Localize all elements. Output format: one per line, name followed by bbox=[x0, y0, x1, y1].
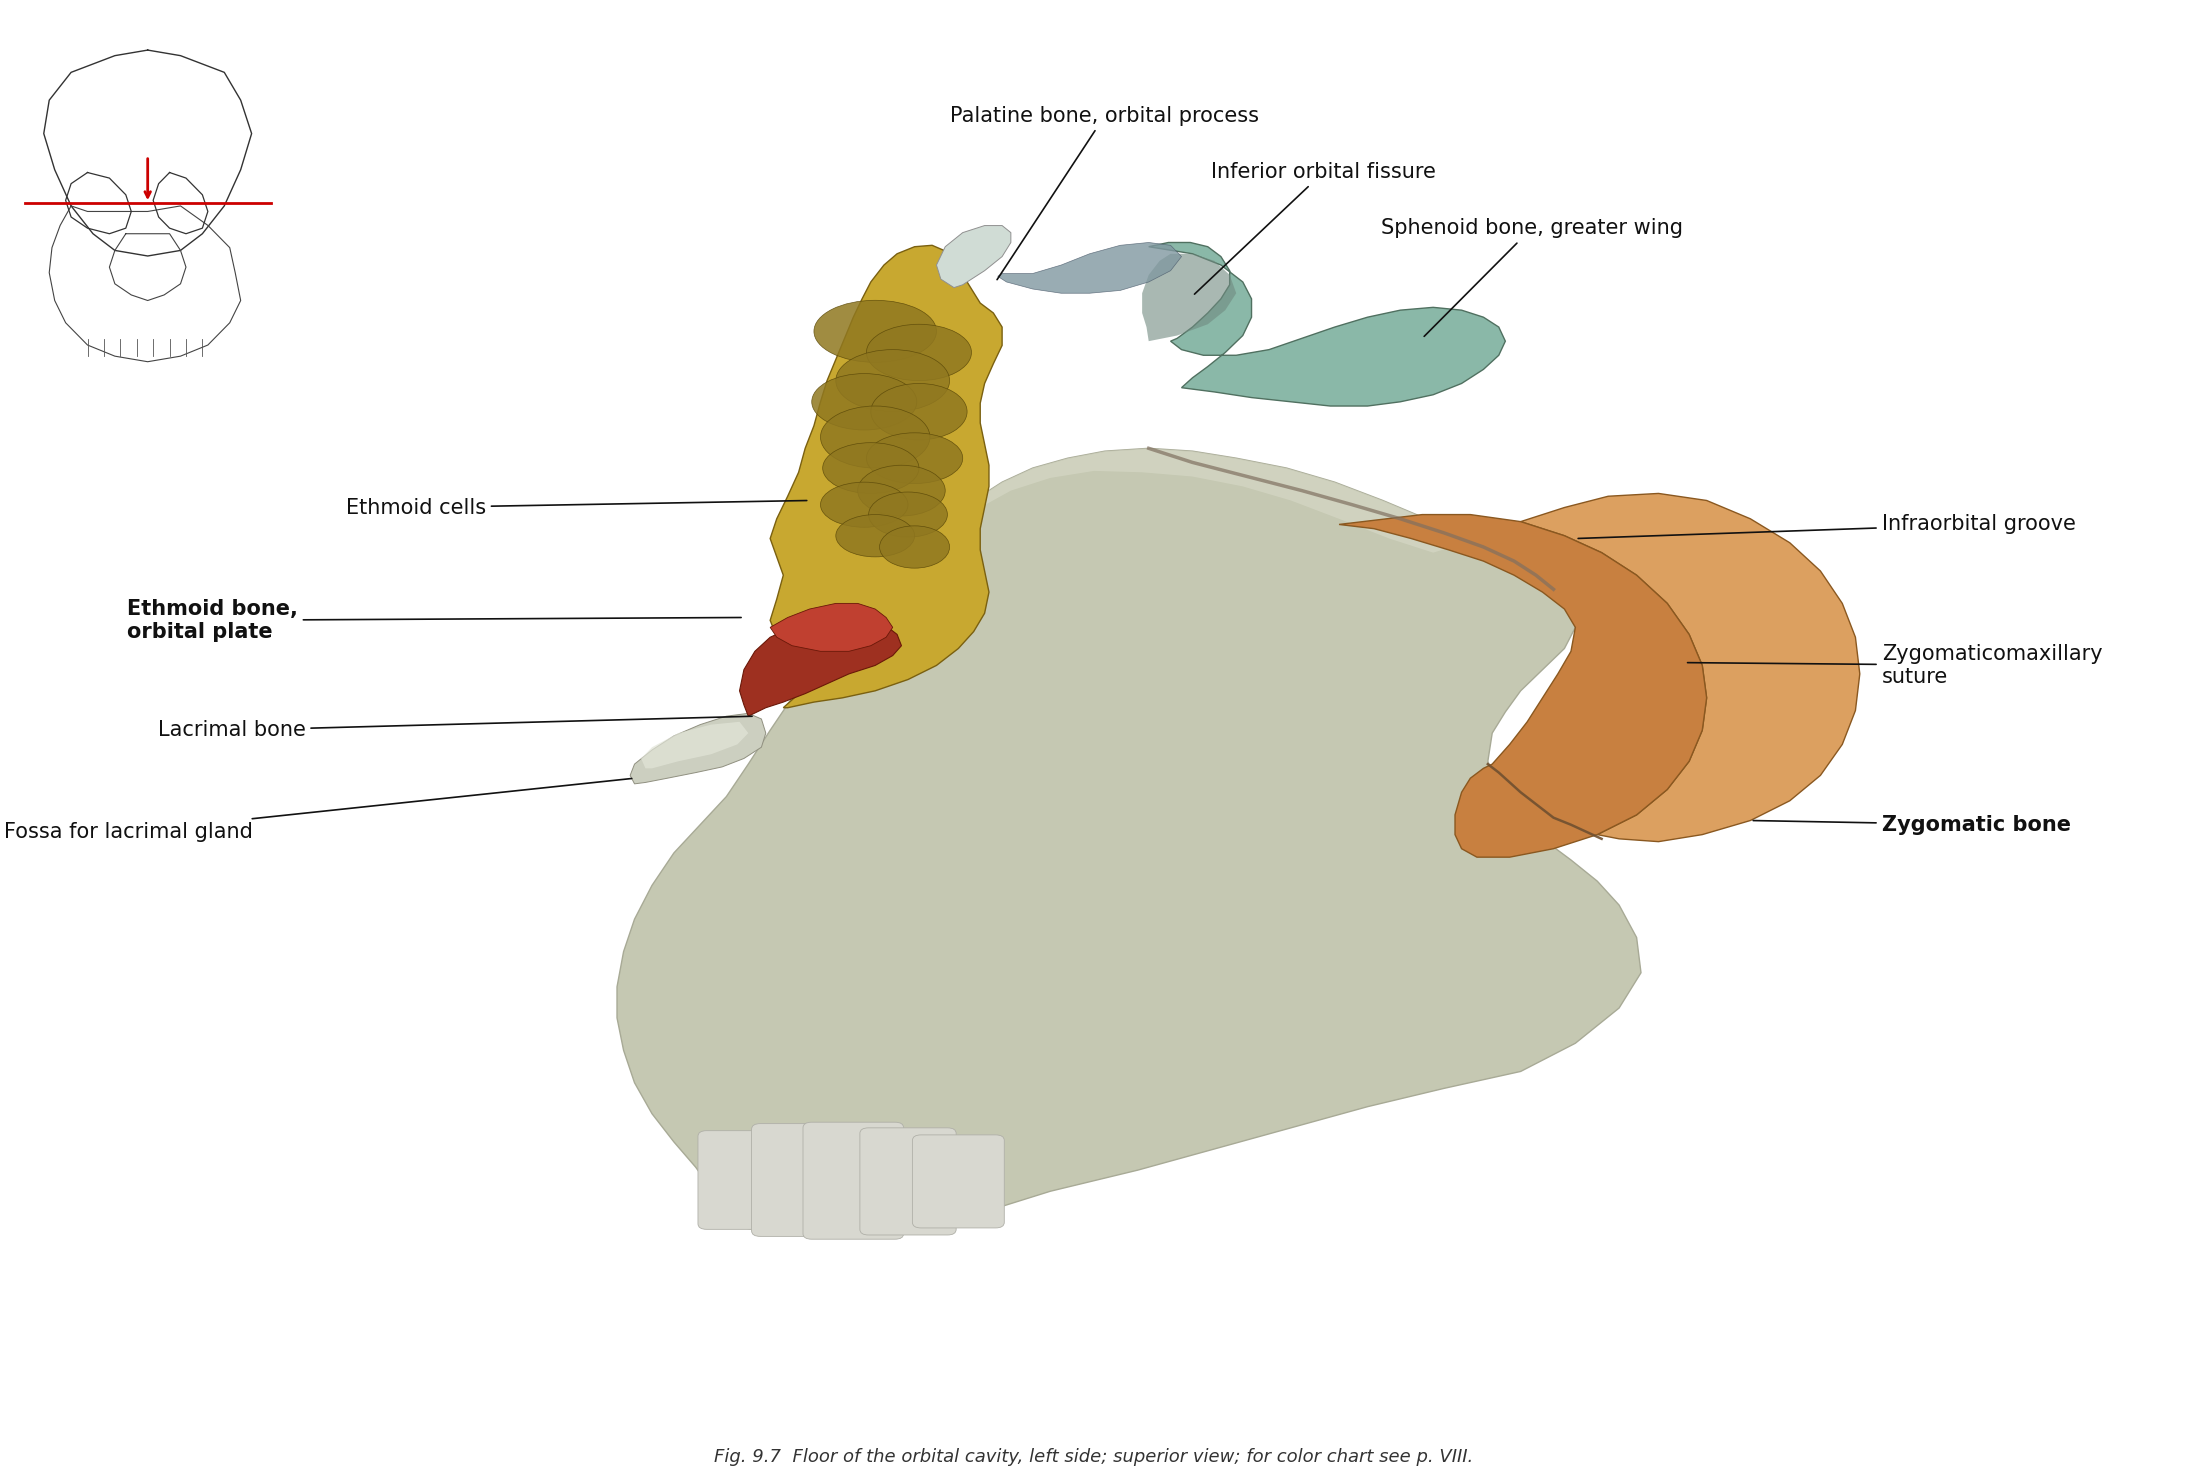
Text: Palatine bone, orbital process: Palatine bone, orbital process bbox=[950, 105, 1260, 279]
Ellipse shape bbox=[814, 300, 936, 362]
Text: Ethmoid bone,
orbital plate: Ethmoid bone, orbital plate bbox=[127, 598, 742, 643]
Text: Lacrimal bone: Lacrimal bone bbox=[158, 717, 753, 741]
Polygon shape bbox=[1521, 493, 1860, 841]
Ellipse shape bbox=[869, 493, 947, 537]
Ellipse shape bbox=[866, 433, 963, 484]
Text: Inferior orbital fissure: Inferior orbital fissure bbox=[1195, 162, 1435, 294]
Polygon shape bbox=[1339, 515, 1707, 858]
FancyBboxPatch shape bbox=[860, 1128, 956, 1235]
FancyBboxPatch shape bbox=[803, 1122, 904, 1239]
Text: Fossa for lacrimal gland: Fossa for lacrimal gland bbox=[4, 779, 632, 841]
Ellipse shape bbox=[866, 325, 971, 380]
Polygon shape bbox=[641, 721, 748, 769]
Ellipse shape bbox=[812, 374, 917, 430]
Ellipse shape bbox=[858, 464, 945, 516]
Text: Sphenoid bone, greater wing: Sphenoid bone, greater wing bbox=[1381, 218, 1683, 337]
Polygon shape bbox=[936, 226, 1011, 288]
Polygon shape bbox=[617, 448, 1641, 1236]
Ellipse shape bbox=[820, 407, 930, 467]
Text: Infraorbital groove: Infraorbital groove bbox=[1578, 515, 2076, 539]
Ellipse shape bbox=[880, 525, 950, 568]
Polygon shape bbox=[1142, 254, 1236, 341]
Ellipse shape bbox=[820, 482, 908, 527]
FancyBboxPatch shape bbox=[698, 1131, 799, 1229]
Ellipse shape bbox=[836, 515, 915, 556]
Polygon shape bbox=[1149, 242, 1505, 407]
Polygon shape bbox=[770, 604, 893, 651]
FancyBboxPatch shape bbox=[753, 1123, 845, 1236]
Polygon shape bbox=[770, 245, 1002, 708]
Polygon shape bbox=[998, 242, 1182, 294]
Text: Zygomatic bone: Zygomatic bone bbox=[1753, 815, 2070, 834]
FancyBboxPatch shape bbox=[912, 1135, 1004, 1227]
Polygon shape bbox=[740, 617, 901, 717]
Ellipse shape bbox=[836, 350, 950, 411]
Text: Fig. 9.7  Floor of the orbital cavity, left side; superior view; for color chart: Fig. 9.7 Floor of the orbital cavity, le… bbox=[713, 1448, 1475, 1466]
Polygon shape bbox=[864, 448, 1466, 604]
Ellipse shape bbox=[823, 442, 919, 493]
Ellipse shape bbox=[871, 383, 967, 439]
Text: Ethmoid cells: Ethmoid cells bbox=[346, 497, 807, 518]
Polygon shape bbox=[630, 714, 766, 784]
Text: Zygomaticomaxillary
suture: Zygomaticomaxillary suture bbox=[1687, 644, 2103, 687]
